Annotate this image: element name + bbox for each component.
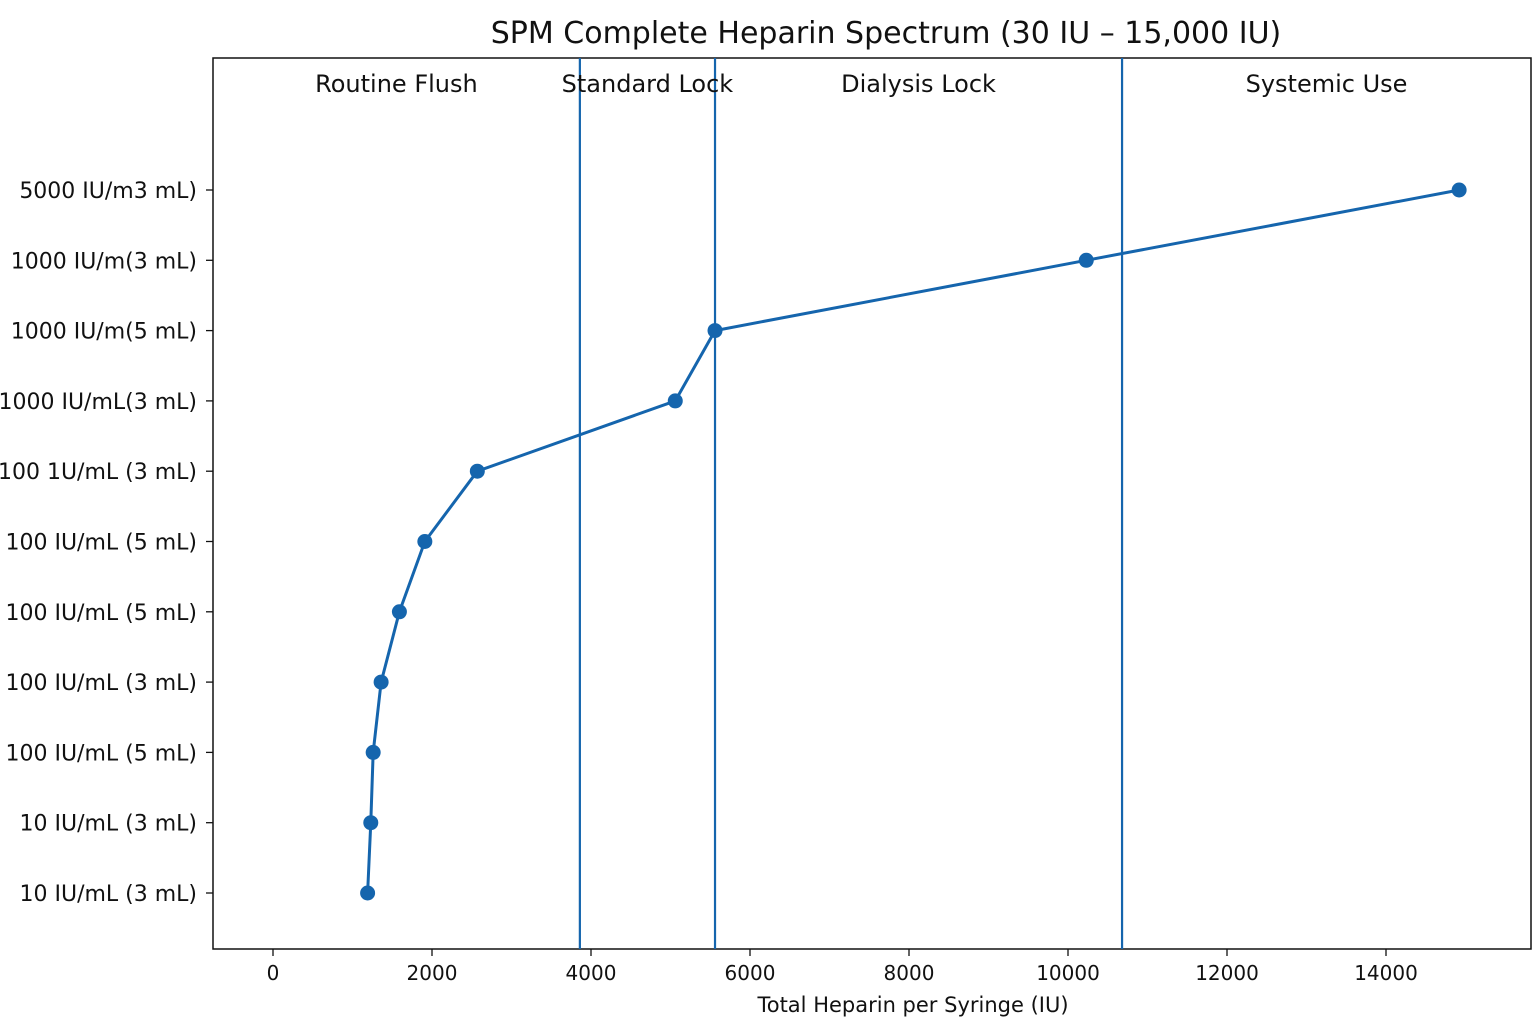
data-point-7	[667, 393, 683, 409]
y-tick-label-1: 10 IU/mL (3 mL)	[19, 812, 197, 837]
x-tick-label-6: 12000	[1195, 961, 1259, 985]
y-tick-label-9: 1000 IU/m(3 mL)	[11, 249, 197, 274]
x-tick-label-7: 14000	[1354, 961, 1418, 985]
y-tick-label-7: 1000 IU/mL(3 mL)	[0, 390, 197, 415]
data-point-4	[391, 604, 407, 620]
band-dividers	[578, 58, 1124, 949]
x-tick-label-4: 8000	[884, 961, 935, 985]
data-point-3	[373, 674, 389, 690]
y-tick-label-5: 100 IU/mL (5 mL)	[5, 531, 197, 556]
x-tick-label-0: 0	[267, 961, 280, 985]
plot-area	[212, 57, 1532, 950]
x-tick-label-1: 2000	[407, 961, 458, 985]
y-tick-label-0: 10 IU/mL (3 mL)	[19, 882, 197, 907]
y-tick-label-2: 100 IU/mL (5 mL)	[5, 741, 197, 766]
series-group	[360, 182, 1467, 901]
x-tick-label-2: 4000	[566, 961, 617, 985]
x-axis-label: Total Heparin per Syringe (IU)	[756, 993, 1068, 1017]
data-point-9	[1078, 252, 1094, 268]
chart-title: SPM Complete Heparin Spectrum (30 IU – 1…	[491, 16, 1282, 51]
data-point-0	[360, 885, 376, 901]
band-labels: Routine Flush Standard Lock Dialysis Lock S…	[315, 70, 1407, 98]
band-label-2: Dialysis Lock	[841, 70, 996, 98]
data-point-6	[469, 463, 485, 479]
y-axis: 10 IU/mL (3 mL) 10 IU/mL (3 mL) 100 IU/mL …	[0, 179, 213, 907]
y-tick-label-3: 100 IU/mL (3 mL)	[5, 671, 197, 696]
band-label-3: Systemic Use	[1246, 70, 1408, 98]
y-tick-label-6: 100 1U/mL (3 mL)	[0, 460, 197, 485]
data-point-8	[707, 323, 723, 339]
data-point-10	[1451, 182, 1467, 198]
data-point-2	[365, 744, 381, 760]
x-axis: 0 2000 4000 6000 8000 10000 12000 14000	[267, 949, 1418, 985]
band-label-0: Routine Flush	[315, 70, 478, 98]
y-tick-label-4: 100 IU/mL (5 mL)	[5, 601, 197, 626]
y-tick-label-8: 1000 IU/m(5 mL)	[11, 320, 197, 345]
data-point-5	[417, 534, 433, 549]
x-tick-label-5: 10000	[1036, 961, 1100, 985]
data-point-1	[363, 815, 379, 831]
x-tick-label-3: 6000	[725, 961, 776, 985]
band-label-1: Standard Lock	[562, 70, 734, 98]
y-tick-label-10: 5000 IU/m3 mL)	[19, 179, 197, 204]
